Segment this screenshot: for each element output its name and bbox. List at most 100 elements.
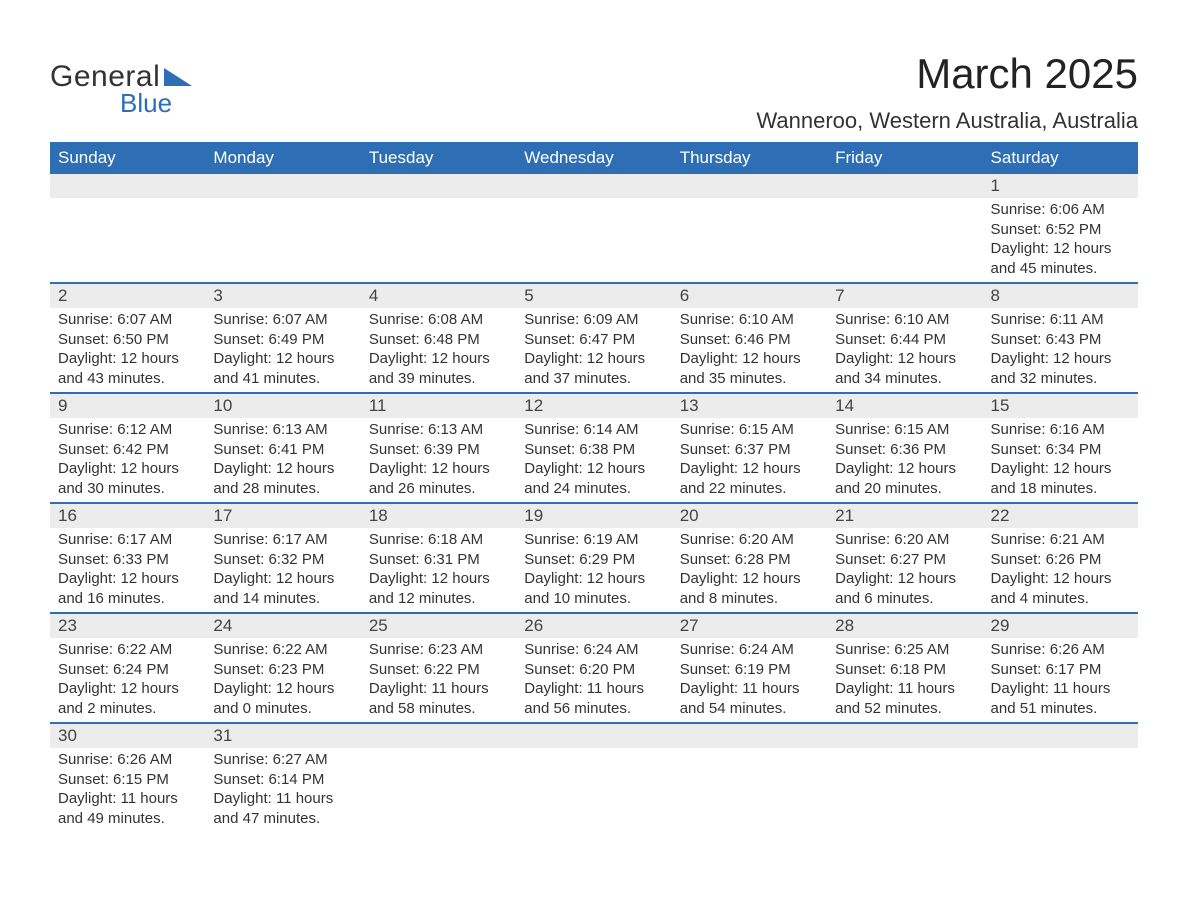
sunset-text: Sunset: 6:27 PM xyxy=(835,550,974,570)
calendar-cell: 13Sunrise: 6:15 AMSunset: 6:37 PMDayligh… xyxy=(672,393,827,503)
daylight-text: Daylight: 12 hours and 10 minutes. xyxy=(524,569,663,608)
sunset-text: Sunset: 6:31 PM xyxy=(369,550,508,570)
daylight-text: Daylight: 12 hours and 41 minutes. xyxy=(213,349,352,388)
day-number xyxy=(827,174,982,198)
calendar-cell: 3Sunrise: 6:07 AMSunset: 6:49 PMDaylight… xyxy=(205,283,360,393)
day-number: 16 xyxy=(50,504,205,528)
sunrise-text: Sunrise: 6:07 AM xyxy=(213,310,352,330)
day-details: Sunrise: 6:17 AMSunset: 6:32 PMDaylight:… xyxy=(205,528,360,612)
day-details: Sunrise: 6:06 AMSunset: 6:52 PMDaylight:… xyxy=(983,198,1138,282)
sunset-text: Sunset: 6:28 PM xyxy=(680,550,819,570)
day-number: 7 xyxy=(827,284,982,308)
daylight-text: Daylight: 12 hours and 43 minutes. xyxy=(58,349,197,388)
calendar-cell: 17Sunrise: 6:17 AMSunset: 6:32 PMDayligh… xyxy=(205,503,360,613)
day-number xyxy=(516,174,671,198)
day-number: 25 xyxy=(361,614,516,638)
calendar-cell xyxy=(50,174,205,283)
calendar-cell xyxy=(827,723,982,832)
sunset-text: Sunset: 6:50 PM xyxy=(58,330,197,350)
sunset-text: Sunset: 6:19 PM xyxy=(680,660,819,680)
day-details: Sunrise: 6:17 AMSunset: 6:33 PMDaylight:… xyxy=(50,528,205,612)
weekday-header: Thursday xyxy=(672,142,827,174)
calendar-cell: 7Sunrise: 6:10 AMSunset: 6:44 PMDaylight… xyxy=(827,283,982,393)
calendar-cell xyxy=(672,174,827,283)
daylight-text: Daylight: 12 hours and 35 minutes. xyxy=(680,349,819,388)
calendar-table: Sunday Monday Tuesday Wednesday Thursday… xyxy=(50,142,1138,832)
daylight-text: Daylight: 11 hours and 58 minutes. xyxy=(369,679,508,718)
sunrise-text: Sunrise: 6:12 AM xyxy=(58,420,197,440)
sunset-text: Sunset: 6:38 PM xyxy=(524,440,663,460)
sunset-text: Sunset: 6:42 PM xyxy=(58,440,197,460)
day-number xyxy=(205,174,360,198)
calendar-cell: 29Sunrise: 6:26 AMSunset: 6:17 PMDayligh… xyxy=(983,613,1138,723)
day-details: Sunrise: 6:10 AMSunset: 6:46 PMDaylight:… xyxy=(672,308,827,392)
sunset-text: Sunset: 6:29 PM xyxy=(524,550,663,570)
day-number: 30 xyxy=(50,724,205,748)
day-number: 24 xyxy=(205,614,360,638)
day-number: 27 xyxy=(672,614,827,638)
day-details: Sunrise: 6:10 AMSunset: 6:44 PMDaylight:… xyxy=(827,308,982,392)
daylight-text: Daylight: 12 hours and 8 minutes. xyxy=(680,569,819,608)
calendar-cell xyxy=(205,174,360,283)
sunset-text: Sunset: 6:15 PM xyxy=(58,770,197,790)
sunrise-text: Sunrise: 6:18 AM xyxy=(369,530,508,550)
calendar-cell: 19Sunrise: 6:19 AMSunset: 6:29 PMDayligh… xyxy=(516,503,671,613)
sunrise-text: Sunrise: 6:16 AM xyxy=(991,420,1130,440)
sunset-text: Sunset: 6:49 PM xyxy=(213,330,352,350)
sunrise-text: Sunrise: 6:25 AM xyxy=(835,640,974,660)
page-title: March 2025 xyxy=(756,50,1138,98)
calendar-cell xyxy=(983,723,1138,832)
day-details: Sunrise: 6:23 AMSunset: 6:22 PMDaylight:… xyxy=(361,638,516,722)
calendar-cell: 6Sunrise: 6:10 AMSunset: 6:46 PMDaylight… xyxy=(672,283,827,393)
sunset-text: Sunset: 6:20 PM xyxy=(524,660,663,680)
title-block: March 2025 Wanneroo, Western Australia, … xyxy=(756,50,1138,134)
day-details: Sunrise: 6:15 AMSunset: 6:36 PMDaylight:… xyxy=(827,418,982,502)
day-number xyxy=(983,724,1138,748)
sunset-text: Sunset: 6:41 PM xyxy=(213,440,352,460)
sunrise-text: Sunrise: 6:10 AM xyxy=(680,310,819,330)
day-number: 15 xyxy=(983,394,1138,418)
sunset-text: Sunset: 6:34 PM xyxy=(991,440,1130,460)
daylight-text: Daylight: 12 hours and 34 minutes. xyxy=(835,349,974,388)
calendar-cell: 30Sunrise: 6:26 AMSunset: 6:15 PMDayligh… xyxy=(50,723,205,832)
day-number: 31 xyxy=(205,724,360,748)
day-details: Sunrise: 6:09 AMSunset: 6:47 PMDaylight:… xyxy=(516,308,671,392)
calendar-cell: 15Sunrise: 6:16 AMSunset: 6:34 PMDayligh… xyxy=(983,393,1138,503)
day-number: 2 xyxy=(50,284,205,308)
calendar-cell: 18Sunrise: 6:18 AMSunset: 6:31 PMDayligh… xyxy=(361,503,516,613)
calendar-week-row: 23Sunrise: 6:22 AMSunset: 6:24 PMDayligh… xyxy=(50,613,1138,723)
sunrise-text: Sunrise: 6:22 AM xyxy=(58,640,197,660)
weekday-header-row: Sunday Monday Tuesday Wednesday Thursday… xyxy=(50,142,1138,174)
sunrise-text: Sunrise: 6:26 AM xyxy=(991,640,1130,660)
day-number: 19 xyxy=(516,504,671,528)
day-number: 3 xyxy=(205,284,360,308)
sunrise-text: Sunrise: 6:27 AM xyxy=(213,750,352,770)
sunrise-text: Sunrise: 6:26 AM xyxy=(58,750,197,770)
sunrise-text: Sunrise: 6:13 AM xyxy=(369,420,508,440)
day-number: 20 xyxy=(672,504,827,528)
day-number xyxy=(827,724,982,748)
sunrise-text: Sunrise: 6:21 AM xyxy=(991,530,1130,550)
calendar-cell: 5Sunrise: 6:09 AMSunset: 6:47 PMDaylight… xyxy=(516,283,671,393)
sunrise-text: Sunrise: 6:23 AM xyxy=(369,640,508,660)
sunset-text: Sunset: 6:37 PM xyxy=(680,440,819,460)
daylight-text: Daylight: 12 hours and 45 minutes. xyxy=(991,239,1130,278)
day-number: 21 xyxy=(827,504,982,528)
day-details: Sunrise: 6:16 AMSunset: 6:34 PMDaylight:… xyxy=(983,418,1138,502)
day-number: 26 xyxy=(516,614,671,638)
daylight-text: Daylight: 12 hours and 26 minutes. xyxy=(369,459,508,498)
sunset-text: Sunset: 6:33 PM xyxy=(58,550,197,570)
calendar-cell: 22Sunrise: 6:21 AMSunset: 6:26 PMDayligh… xyxy=(983,503,1138,613)
daylight-text: Daylight: 12 hours and 4 minutes. xyxy=(991,569,1130,608)
daylight-text: Daylight: 11 hours and 54 minutes. xyxy=(680,679,819,718)
sunrise-text: Sunrise: 6:06 AM xyxy=(991,200,1130,220)
daylight-text: Daylight: 11 hours and 56 minutes. xyxy=(524,679,663,718)
calendar-cell xyxy=(672,723,827,832)
calendar-cell: 23Sunrise: 6:22 AMSunset: 6:24 PMDayligh… xyxy=(50,613,205,723)
day-details: Sunrise: 6:12 AMSunset: 6:42 PMDaylight:… xyxy=(50,418,205,502)
day-details: Sunrise: 6:14 AMSunset: 6:38 PMDaylight:… xyxy=(516,418,671,502)
calendar-cell: 28Sunrise: 6:25 AMSunset: 6:18 PMDayligh… xyxy=(827,613,982,723)
day-details: Sunrise: 6:07 AMSunset: 6:50 PMDaylight:… xyxy=(50,308,205,392)
day-details: Sunrise: 6:25 AMSunset: 6:18 PMDaylight:… xyxy=(827,638,982,722)
daylight-text: Daylight: 12 hours and 12 minutes. xyxy=(369,569,508,608)
